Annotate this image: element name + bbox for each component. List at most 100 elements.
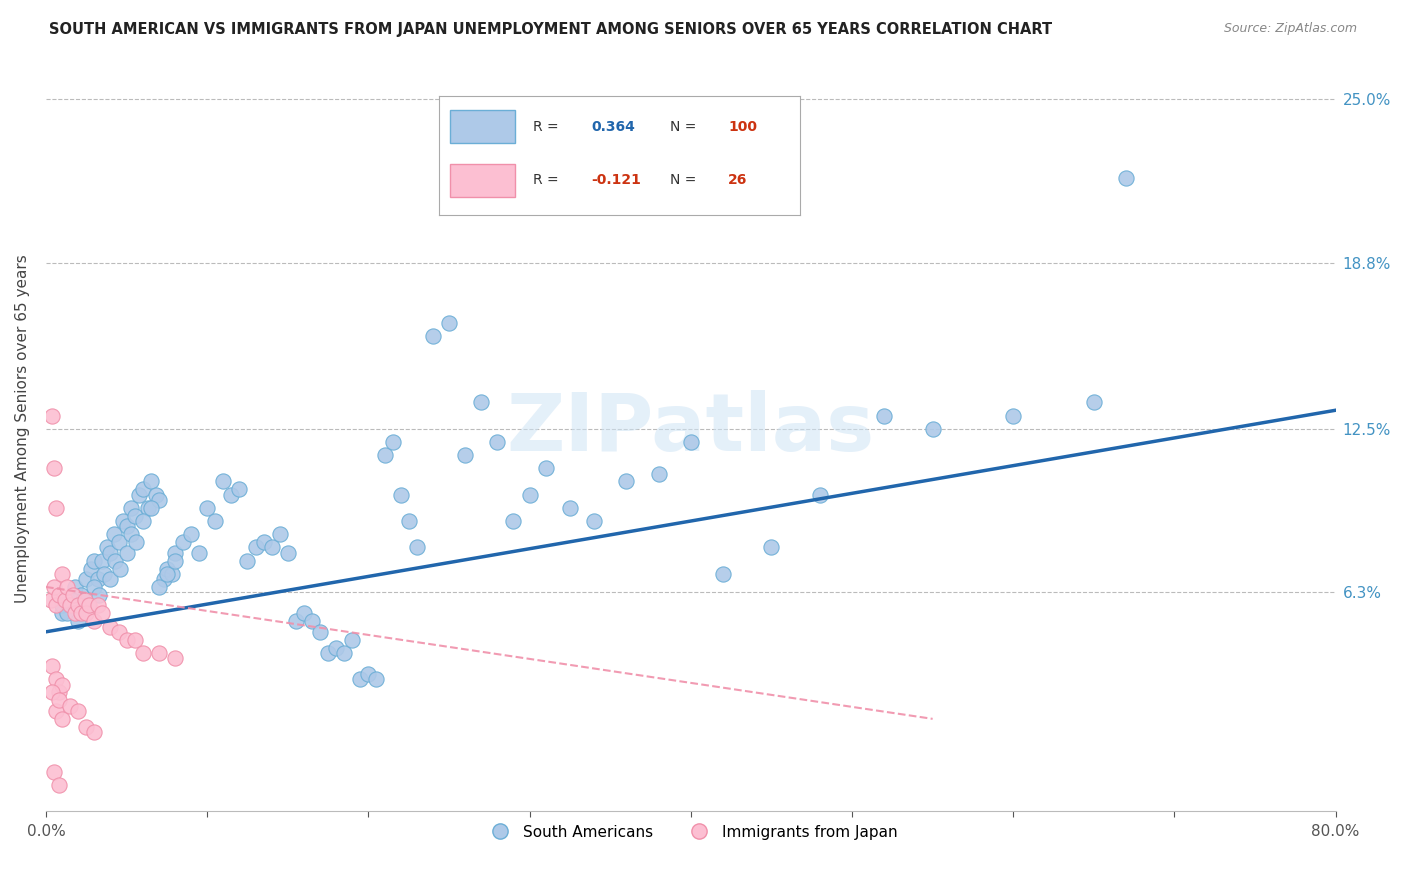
Immigrants from Japan [91,607,114,621]
Immigrants from Japan [39,593,62,607]
South Americans [236,553,259,567]
South Americans [96,541,118,555]
Text: ZIPatlas: ZIPatlas [506,390,875,467]
South Americans [75,572,97,586]
Immigrants from Japan [51,712,73,726]
South Americans [454,448,477,462]
South Americans [228,483,250,497]
Immigrants from Japan [100,619,122,633]
South Americans [136,500,159,515]
South Americans [67,614,90,628]
South Americans [366,673,388,687]
Immigrants from Japan [45,500,67,515]
South Americans [100,572,122,586]
South Americans [349,673,371,687]
South Americans [51,599,73,613]
South Americans [112,514,135,528]
South Americans [534,461,557,475]
Immigrants from Japan [42,764,65,779]
South Americans [921,422,943,436]
South Americans [115,519,138,533]
South Americans [647,467,669,481]
South Americans [63,580,86,594]
Immigrants from Japan [51,566,73,581]
Immigrants from Japan [107,624,129,639]
South Americans [120,500,142,515]
South Americans [80,561,103,575]
South Americans [614,475,637,489]
Immigrants from Japan [41,659,63,673]
South Americans [139,475,162,489]
South Americans [180,527,202,541]
South Americans [72,593,94,607]
Immigrants from Japan [45,704,67,718]
Immigrants from Japan [59,599,82,613]
Immigrants from Japan [67,599,90,613]
South Americans [128,488,150,502]
Y-axis label: Unemployment Among Seniors over 65 years: Unemployment Among Seniors over 65 years [15,254,30,603]
Immigrants from Japan [63,607,86,621]
Text: SOUTH AMERICAN VS IMMIGRANTS FROM JAPAN UNEMPLOYMENT AMONG SENIORS OVER 65 YEARS: SOUTH AMERICAN VS IMMIGRANTS FROM JAPAN … [49,22,1052,37]
South Americans [381,434,404,449]
Immigrants from Japan [83,614,105,628]
Immigrants from Japan [48,685,70,699]
South Americans [245,541,267,555]
South Americans [160,566,183,581]
Immigrants from Japan [48,693,70,707]
Immigrants from Japan [115,632,138,647]
South Americans [389,488,412,502]
South Americans [163,546,186,560]
Legend: South Americans, Immigrants from Japan: South Americans, Immigrants from Japan [478,818,903,846]
South Americans [342,632,364,647]
South Americans [309,624,332,639]
South Americans [204,514,226,528]
South Americans [1115,171,1137,186]
Immigrants from Japan [45,673,67,687]
South Americans [470,395,492,409]
South Americans [195,500,218,515]
South Americans [398,514,420,528]
South Americans [252,535,274,549]
South Americans [83,553,105,567]
Immigrants from Japan [75,607,97,621]
Immigrants from Japan [53,593,76,607]
Immigrants from Japan [56,580,79,594]
Immigrants from Japan [75,720,97,734]
South Americans [558,500,581,515]
South Americans [873,409,896,423]
South Americans [284,614,307,628]
South Americans [292,607,315,621]
Immigrants from Japan [163,651,186,665]
South Americans [212,475,235,489]
Immigrants from Japan [148,646,170,660]
South Americans [120,527,142,541]
South Americans [156,561,179,575]
South Americans [100,546,122,560]
South Americans [131,483,153,497]
Immigrants from Japan [41,409,63,423]
South Americans [405,541,427,555]
Immigrants from Japan [86,599,108,613]
South Americans [51,607,73,621]
South Americans [131,514,153,528]
South Americans [83,580,105,594]
Immigrants from Japan [73,593,96,607]
Immigrants from Japan [131,646,153,660]
South Americans [108,561,131,575]
Immigrants from Japan [59,698,82,713]
Immigrants from Japan [42,580,65,594]
South Americans [115,546,138,560]
South Americans [260,541,283,555]
South Americans [67,607,90,621]
South Americans [104,553,127,567]
South Americans [107,535,129,549]
Immigrants from Japan [48,588,70,602]
South Americans [156,566,179,581]
Immigrants from Japan [83,725,105,739]
South Americans [357,667,380,681]
South Americans [59,599,82,613]
Immigrants from Japan [45,599,67,613]
South Americans [70,588,93,602]
South Americans [808,488,831,502]
South Americans [333,646,356,660]
